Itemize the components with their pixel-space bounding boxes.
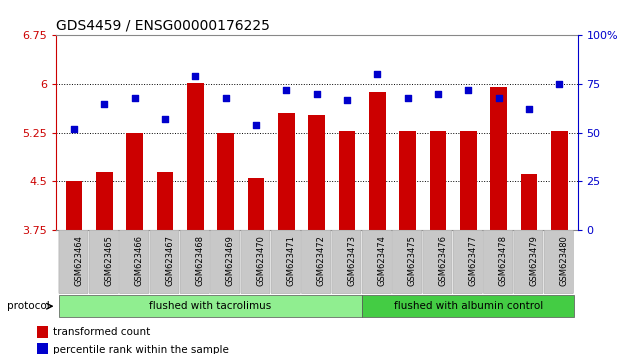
Text: protocol: protocol xyxy=(7,301,50,311)
Text: GSM623469: GSM623469 xyxy=(225,235,235,286)
Bar xyxy=(217,133,234,230)
FancyBboxPatch shape xyxy=(241,230,270,294)
Bar xyxy=(520,174,537,230)
Point xyxy=(463,87,473,93)
FancyBboxPatch shape xyxy=(120,230,148,294)
FancyBboxPatch shape xyxy=(89,230,119,294)
Text: GSM623474: GSM623474 xyxy=(378,235,386,286)
Point xyxy=(312,91,322,97)
Text: GSM623465: GSM623465 xyxy=(104,235,114,286)
Point xyxy=(373,72,383,77)
Bar xyxy=(156,172,173,230)
FancyBboxPatch shape xyxy=(211,230,240,294)
FancyBboxPatch shape xyxy=(180,230,209,294)
Bar xyxy=(338,131,355,230)
Point xyxy=(524,107,534,112)
Bar xyxy=(551,131,568,230)
Text: GSM623475: GSM623475 xyxy=(408,235,417,286)
Text: GSM623476: GSM623476 xyxy=(438,235,447,286)
Text: GSM623467: GSM623467 xyxy=(165,235,174,286)
Text: GSM623471: GSM623471 xyxy=(286,235,296,286)
Bar xyxy=(66,182,83,230)
FancyBboxPatch shape xyxy=(453,230,483,294)
Text: GSM623466: GSM623466 xyxy=(135,235,143,286)
Bar xyxy=(399,131,416,230)
FancyBboxPatch shape xyxy=(362,295,574,318)
Bar xyxy=(96,172,113,230)
Bar xyxy=(460,131,477,230)
Bar xyxy=(430,131,446,230)
FancyBboxPatch shape xyxy=(59,230,88,294)
Text: flushed with tacrolimus: flushed with tacrolimus xyxy=(150,301,271,311)
Point xyxy=(281,87,291,93)
Point xyxy=(191,74,201,79)
Bar xyxy=(37,343,48,354)
Point xyxy=(433,91,443,97)
FancyBboxPatch shape xyxy=(514,230,543,294)
Bar xyxy=(127,133,143,230)
Point xyxy=(69,126,79,132)
Text: GSM623479: GSM623479 xyxy=(529,235,538,286)
Text: GSM623477: GSM623477 xyxy=(468,235,478,286)
Text: GSM623472: GSM623472 xyxy=(317,235,325,286)
Point xyxy=(342,97,352,103)
Bar xyxy=(369,92,386,230)
FancyBboxPatch shape xyxy=(150,230,179,294)
FancyBboxPatch shape xyxy=(362,230,391,294)
Point xyxy=(160,116,170,122)
Point xyxy=(251,122,261,128)
FancyBboxPatch shape xyxy=(59,295,362,318)
Text: GSM623464: GSM623464 xyxy=(74,235,83,286)
FancyBboxPatch shape xyxy=(302,230,330,294)
FancyBboxPatch shape xyxy=(332,230,361,294)
Text: flushed with albumin control: flushed with albumin control xyxy=(394,301,543,311)
Text: transformed count: transformed count xyxy=(53,327,150,337)
Bar xyxy=(187,83,204,230)
Text: GSM623470: GSM623470 xyxy=(256,235,265,286)
Bar xyxy=(278,113,295,230)
FancyBboxPatch shape xyxy=(544,230,573,294)
FancyBboxPatch shape xyxy=(271,230,301,294)
Point xyxy=(99,101,109,107)
FancyBboxPatch shape xyxy=(392,230,422,294)
Text: GSM623480: GSM623480 xyxy=(560,235,568,286)
FancyBboxPatch shape xyxy=(484,230,512,294)
Text: GSM623478: GSM623478 xyxy=(499,235,508,286)
Bar xyxy=(248,178,265,230)
Point xyxy=(220,95,230,101)
Text: GSM623473: GSM623473 xyxy=(347,235,356,286)
Text: GDS4459 / ENSG00000176225: GDS4459 / ENSG00000176225 xyxy=(56,19,270,33)
Point xyxy=(130,95,140,101)
Text: GSM623468: GSM623468 xyxy=(196,235,204,286)
FancyBboxPatch shape xyxy=(423,230,452,294)
Point xyxy=(403,95,413,101)
Point xyxy=(494,95,504,101)
Text: percentile rank within the sample: percentile rank within the sample xyxy=(53,345,229,354)
Bar xyxy=(491,87,507,230)
Point xyxy=(555,81,564,87)
Bar xyxy=(309,115,325,230)
Bar xyxy=(37,326,48,338)
